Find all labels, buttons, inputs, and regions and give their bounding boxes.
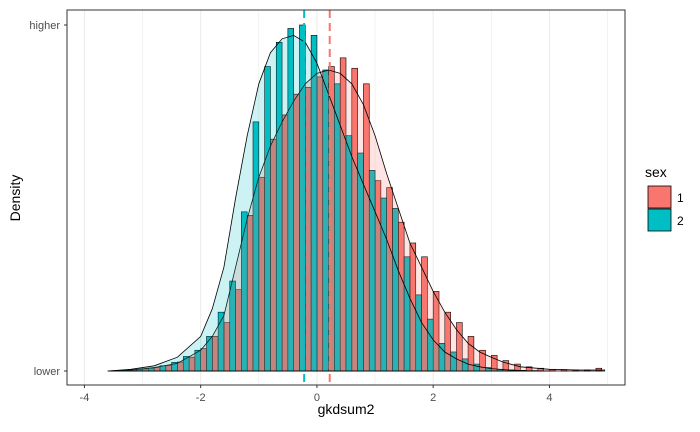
x-tick-label: 2: [430, 392, 436, 404]
panel-border: [66, 9, 626, 386]
y-tick-label-higher: higher: [29, 20, 60, 32]
legend: sex 1 2: [645, 164, 684, 232]
density-curve-sex-2: [107, 34, 550, 372]
legend-label-sex-2: 2: [677, 214, 684, 228]
mean-lines: [303, 10, 331, 385]
x-tick-label: 4: [546, 392, 552, 404]
legend-key-sex-2: [647, 208, 672, 232]
histogram-bars: [124, 24, 603, 372]
density-curve-sex-1: [107, 69, 606, 372]
x-axis-title: gkdsum2: [318, 401, 375, 417]
x-tick-label: 0: [314, 392, 320, 404]
x-axis-ticks: -4 -2 0 2 4: [80, 385, 553, 404]
legend-label-sex-1: 1: [677, 191, 684, 205]
x-tick-label: -2: [196, 392, 206, 404]
density-curves: [107, 34, 606, 372]
y-axis-title: Density: [7, 175, 23, 222]
x-tick-label: -4: [80, 392, 90, 404]
legend-key-sex-1: [647, 185, 672, 209]
legend-title: sex: [645, 164, 667, 180]
y-tick-label-lower: lower: [34, 366, 61, 378]
